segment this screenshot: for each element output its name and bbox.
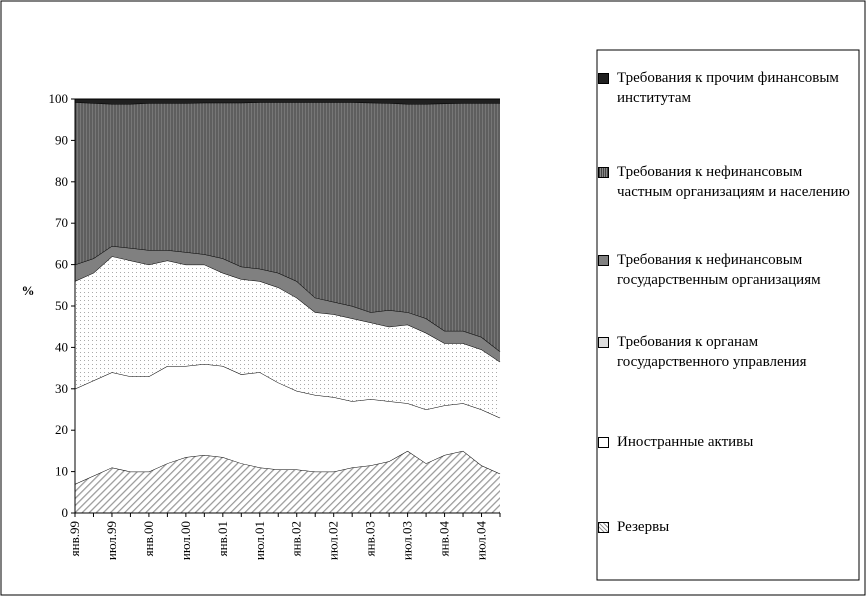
x-tick-label: июл.01 — [252, 521, 267, 560]
legend-label: Требования к прочим финансовым института… — [617, 70, 839, 106]
area — [75, 102, 500, 352]
area-edge — [74, 255, 501, 363]
legend-swatch — [598, 337, 609, 348]
y-axis-label: % — [22, 283, 35, 298]
x-tick-label: янв.99 — [67, 521, 82, 556]
area — [75, 256, 500, 418]
legend-label: Требования к органам государственного уп… — [617, 334, 807, 370]
x-tick-label: янв.00 — [141, 521, 156, 556]
y-tick-label: 70 — [55, 215, 68, 230]
area — [75, 450, 500, 513]
legend-swatch — [598, 255, 609, 266]
x-tick-label: янв.03 — [363, 521, 378, 556]
area — [75, 99, 500, 104]
x-tick-label: июл.04 — [474, 521, 489, 561]
y-tick-label: 40 — [55, 339, 68, 354]
legend-box — [596, 49, 860, 581]
x-tick-label: янв.01 — [215, 521, 230, 556]
legend-swatch — [598, 167, 609, 178]
y-tick-label: 90 — [55, 132, 68, 147]
x-tick-label: июл.00 — [178, 521, 193, 560]
legend-swatch — [598, 437, 609, 448]
x-tick-label: июл.99 — [104, 521, 119, 560]
legend-label: Иностранные активы — [617, 434, 754, 450]
x-tick-label: июл.03 — [400, 521, 415, 560]
y-tick-label: 100 — [49, 91, 69, 106]
y-tick-label: 60 — [55, 257, 68, 272]
x-tick-label: янв.02 — [289, 521, 304, 556]
x-tick-label: янв.04 — [437, 521, 452, 557]
legend-label: Резервы — [617, 519, 670, 535]
y-tick-label: 80 — [55, 174, 68, 189]
legend-swatch — [598, 73, 609, 84]
y-tick-label: 0 — [62, 505, 69, 520]
legend-swatch — [598, 522, 609, 533]
y-tick-label: 30 — [55, 381, 68, 396]
y-tick-label: 10 — [55, 464, 68, 479]
area — [75, 363, 500, 485]
y-tick-label: 50 — [55, 298, 68, 313]
y-tick-label: 20 — [55, 422, 68, 437]
legend-label: Требования к нефинансовым частным органи… — [617, 164, 850, 200]
legend-label: Требования к нефинансовым государственны… — [617, 252, 821, 288]
x-tick-label: июл.02 — [326, 521, 341, 560]
